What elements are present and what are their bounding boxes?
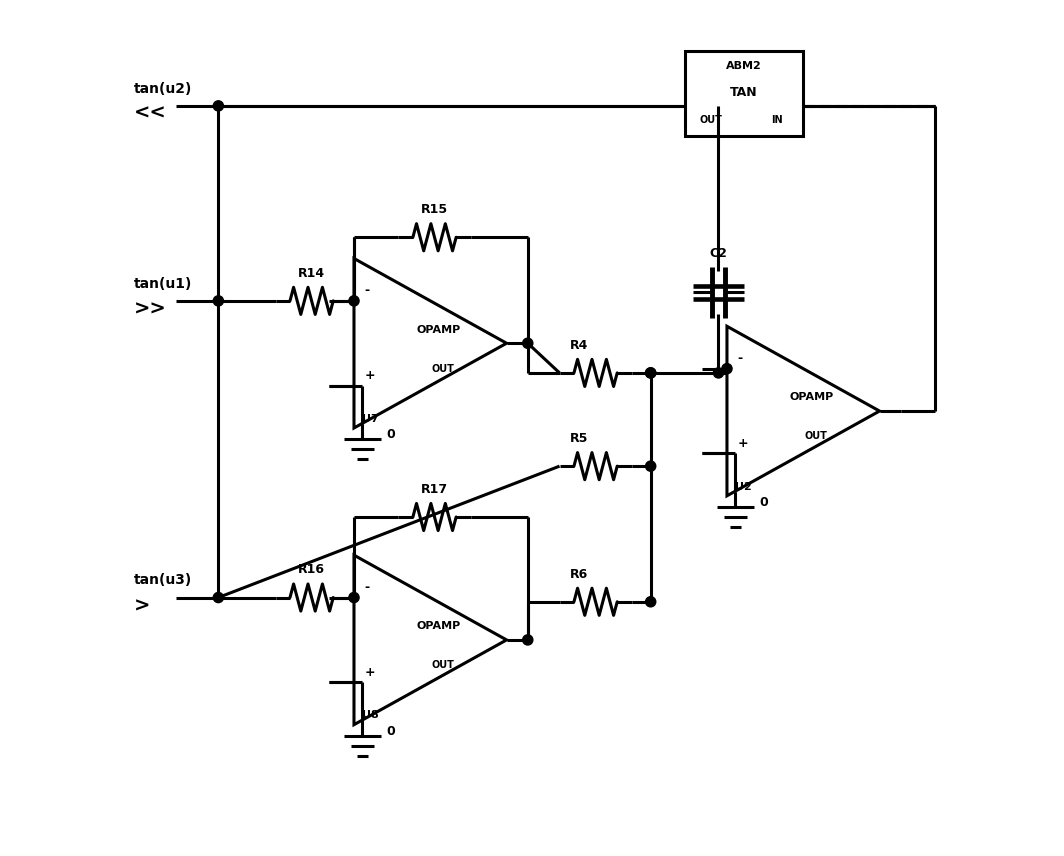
Text: R17: R17 bbox=[421, 483, 448, 496]
Text: U8: U8 bbox=[363, 710, 379, 721]
Circle shape bbox=[646, 368, 655, 378]
Text: 0: 0 bbox=[386, 428, 395, 441]
Circle shape bbox=[349, 296, 359, 306]
Circle shape bbox=[213, 296, 223, 306]
Text: C2: C2 bbox=[710, 247, 728, 260]
Circle shape bbox=[646, 461, 655, 472]
Circle shape bbox=[721, 364, 732, 374]
Circle shape bbox=[522, 635, 533, 645]
Text: tan(u3): tan(u3) bbox=[134, 574, 192, 587]
Text: IN: IN bbox=[771, 116, 783, 125]
Circle shape bbox=[522, 338, 533, 348]
Text: OPAMP: OPAMP bbox=[417, 621, 461, 632]
Text: R15: R15 bbox=[421, 203, 448, 216]
Circle shape bbox=[646, 597, 655, 607]
Text: >: > bbox=[134, 597, 150, 615]
Text: R4: R4 bbox=[569, 339, 587, 352]
Bar bbox=[684, 51, 803, 135]
Text: TAN: TAN bbox=[730, 86, 758, 99]
Text: R6: R6 bbox=[569, 568, 587, 580]
Text: +: + bbox=[364, 369, 375, 383]
Text: -: - bbox=[364, 284, 369, 297]
Text: ABM2: ABM2 bbox=[726, 61, 762, 71]
Text: U2: U2 bbox=[735, 482, 752, 491]
Text: +: + bbox=[737, 437, 748, 450]
Text: <<: << bbox=[134, 104, 166, 122]
Text: OPAMP: OPAMP bbox=[417, 324, 461, 335]
Text: OUT: OUT bbox=[431, 660, 454, 670]
Circle shape bbox=[713, 368, 724, 378]
Text: tan(u1): tan(u1) bbox=[134, 276, 192, 291]
Text: U7: U7 bbox=[363, 413, 379, 424]
Text: 0: 0 bbox=[386, 725, 395, 738]
Text: OUT: OUT bbox=[431, 364, 454, 373]
Text: tan(u2): tan(u2) bbox=[134, 81, 192, 96]
Text: OUT: OUT bbox=[699, 116, 722, 125]
Text: R14: R14 bbox=[298, 267, 326, 280]
Text: -: - bbox=[737, 353, 743, 366]
Circle shape bbox=[213, 592, 223, 603]
Circle shape bbox=[349, 592, 359, 603]
Circle shape bbox=[646, 368, 655, 378]
Text: -: - bbox=[364, 581, 369, 594]
Text: R5: R5 bbox=[569, 432, 587, 445]
Text: >>: >> bbox=[134, 300, 166, 318]
Text: OPAMP: OPAMP bbox=[789, 393, 834, 402]
Text: R16: R16 bbox=[298, 563, 326, 576]
Text: OUT: OUT bbox=[804, 431, 827, 442]
Text: +: + bbox=[364, 666, 375, 679]
Circle shape bbox=[713, 101, 724, 111]
Circle shape bbox=[213, 101, 223, 111]
Text: 0: 0 bbox=[760, 496, 768, 508]
